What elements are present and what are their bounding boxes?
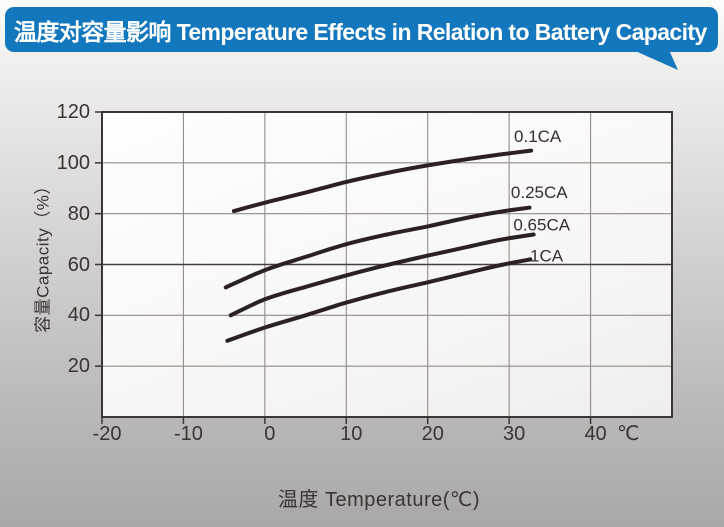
x-tick-label: 0 (264, 423, 276, 445)
x-tick-label: 20 (421, 423, 444, 445)
plot-area: 0.1CA 0.25CA 0.65CA 1CA (95, 111, 673, 424)
title-banner: 温度对容量影响 Temperature Effects in Relation … (5, 7, 718, 52)
banner-tail-decoration (633, 50, 678, 70)
x-tick-label: 10 (340, 423, 363, 445)
curve-label-0.65ca: 0.65CA (513, 215, 570, 234)
y-tick-label: 20 (67, 355, 90, 378)
capacity-curve-0.1ca (231, 148, 534, 214)
capacity-curve-0.65ca (228, 232, 536, 318)
curve-label-0.1ca: 0.1CA (514, 127, 562, 146)
capacity-curve-0.25ca (223, 205, 532, 290)
y-tick-label: 40 (67, 304, 90, 327)
plot-canvas: 0.1CA 0.25CA 0.65CA 1CA (95, 111, 673, 424)
x-tick-label: -20 (92, 423, 122, 445)
curve-label-0.25ca: 0.25CA (511, 183, 568, 202)
x-tick-label: 30 (503, 423, 526, 445)
page-title: 温度对容量影响 Temperature Effects in Relation … (14, 18, 707, 45)
plot-border (101, 111, 673, 418)
y-tick-label: 100 (56, 151, 90, 174)
curve-label-1ca: 1CA (530, 246, 564, 265)
capacity-temperature-chart: 容量Capacity（%） 温度 Temperature(℃) 0.1CA 0.2… (0, 60, 724, 527)
x-axis-title: 温度 Temperature(℃) (277, 489, 481, 511)
x-axis-unit-label: ℃ (617, 423, 640, 445)
x-tick-label: -10 (173, 423, 203, 445)
y-tick-label: 80 (67, 202, 90, 225)
capacity-curve-1ca (225, 257, 533, 343)
x-tick-label: 40 (584, 423, 607, 445)
y-tick-label: 120 (56, 101, 90, 123)
y-tick-label: 60 (67, 253, 90, 276)
